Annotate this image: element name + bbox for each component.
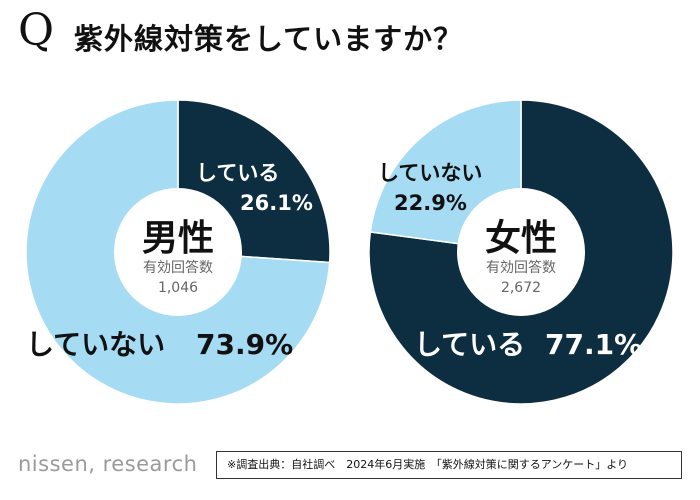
pie-chart-female: 女性 有効回答数 2,672 していない 22.9% している 77.1% — [368, 99, 674, 405]
pie-slice-female-yes — [368, 99, 674, 405]
chart-title-female: 女性 — [485, 218, 557, 259]
slice-value-male-yes: 26.1% — [240, 191, 313, 215]
slice-value-male-no: 73.9% — [196, 328, 293, 361]
q-mark: Q — [18, 5, 55, 56]
respondents-count-female: 2,672 — [501, 280, 541, 296]
slice-label-female-no: していない — [378, 161, 482, 185]
pie-chart-male: 男性 有効回答数 1,046 している 26.1% していない 73.9% — [25, 99, 331, 405]
source-note: ※調査出典：自社調べ 2024年6月実施 「紫外線対策に関するアンケート」より — [216, 451, 682, 479]
donut-center-male — [114, 188, 242, 316]
slice-label-male-yes: している — [196, 161, 279, 185]
nissen-research-logo: nissen, research — [18, 452, 198, 476]
slice-label-female-yes: している — [414, 328, 525, 361]
pie-charts: 男性 有効回答数 1,046 している 26.1% していない 73.9% 女性… — [25, 99, 674, 405]
respondents-count-male: 1,046 — [158, 280, 198, 296]
slice-label-male-no: していない — [26, 328, 165, 361]
respondents-label-male: 有効回答数 — [143, 259, 213, 276]
slice-value-female-no: 22.9% — [394, 191, 467, 215]
respondents-label-female: 有効回答数 — [486, 259, 556, 276]
slice-value-female-yes: 77.1% — [545, 328, 642, 361]
chart-title-male: 男性 — [142, 218, 214, 259]
page-title: 紫外線対策をしていますか？ — [74, 22, 464, 56]
donut-center-female — [457, 188, 585, 316]
